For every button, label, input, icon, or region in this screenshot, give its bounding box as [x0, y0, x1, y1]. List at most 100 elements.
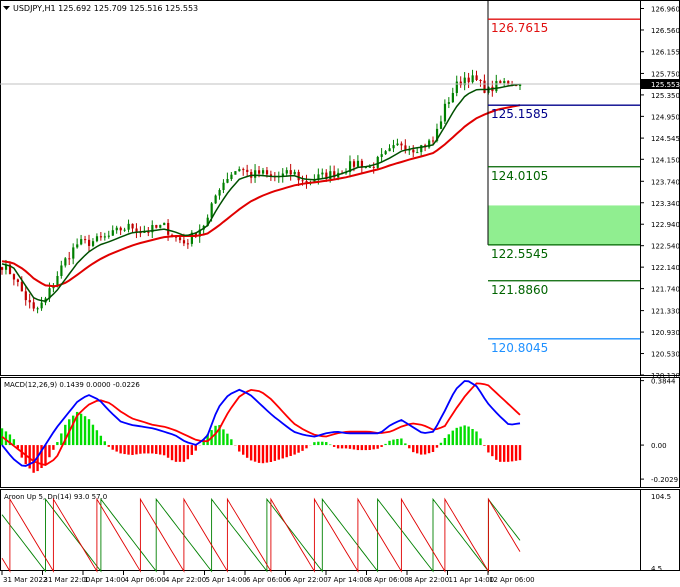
price-axis-label: 124.150 [651, 156, 680, 164]
candle-body [131, 223, 134, 229]
candle-body [178, 237, 182, 241]
candle-body [293, 171, 296, 175]
candle-body [356, 160, 360, 167]
axis-layer: 126.960 126.560 126.155 125.750 125.553 125.3… [1, 6, 680, 584]
time-axis-label: 8 Apr 22:00 [408, 576, 449, 584]
candle-body [8, 264, 12, 275]
candle-body [404, 145, 407, 150]
candle-body [230, 174, 233, 180]
candle-body [451, 92, 454, 103]
aroon-layer [1, 497, 521, 573]
candle-body [151, 225, 154, 233]
fib-zone [488, 205, 640, 245]
aroon-down-line [1, 497, 521, 573]
macd-axis-label: -0.2029 [651, 476, 678, 484]
candle-body [372, 166, 375, 168]
candle-body [459, 81, 462, 86]
candle-body [348, 161, 352, 173]
time-axis-label: 11 Apr 14:00 [449, 576, 495, 584]
candle-body [206, 217, 209, 226]
candle-body [91, 241, 95, 246]
candle-body [194, 232, 197, 237]
candle-body [368, 166, 371, 168]
current-price-tag [641, 79, 679, 90]
macd-layer [0, 380, 522, 473]
candle-body [269, 174, 273, 177]
candle-body [1, 267, 4, 270]
candle-body [412, 149, 415, 153]
candle-body [258, 170, 261, 174]
candle-body [242, 169, 245, 171]
candle-body [143, 231, 146, 233]
price-axis-label: 122.940 [651, 221, 680, 229]
price-axis-label: 123.740 [651, 178, 680, 186]
candle-body [281, 173, 284, 177]
aroon-axis-label: 4.5 [651, 565, 662, 573]
candle-body [16, 279, 20, 282]
candle-body [234, 171, 237, 175]
candle-body [115, 227, 118, 231]
current-price-label: 125.553 [651, 81, 680, 89]
candle-body [64, 258, 67, 266]
candle-body [261, 170, 265, 174]
price-axis-label: 125.350 [651, 92, 680, 100]
price-axis-label: 124.545 [651, 135, 680, 143]
candle-body [408, 149, 411, 151]
candle-body [392, 145, 395, 149]
fib-level-label: 124.0105 [491, 169, 548, 183]
candle-body [289, 170, 292, 175]
candle-body [72, 247, 75, 259]
candle-body [210, 203, 213, 218]
time-axis-label: 4 Apr 06:00 [125, 576, 166, 584]
price-axis-label: 120.530 [651, 351, 680, 359]
time-axis-label: 7 Apr 14:00 [327, 576, 368, 584]
candle-body [76, 244, 79, 248]
candle-body [483, 80, 486, 93]
candle-body [511, 84, 514, 86]
candle-body [56, 275, 59, 286]
main-price-layer: 126.7615 125.1585 124.0105 122.5545 121.8860… [0, 1, 640, 355]
candle-body [467, 77, 470, 83]
time-axis-label: 8 Apr 06:00 [368, 576, 409, 584]
candle-body [4, 264, 8, 270]
candle-body [352, 161, 356, 167]
candle-body [84, 239, 87, 241]
candle-body [107, 235, 110, 237]
ma-slow-line [1, 104, 521, 288]
macd-main-line [1, 380, 521, 467]
candle-body [475, 75, 478, 81]
candle-body [198, 229, 201, 237]
candle-body [127, 223, 130, 230]
fib-level-label: 121.8860 [491, 283, 548, 297]
candle-body [420, 145, 423, 153]
candle-body [48, 288, 51, 299]
fib-level-label: 126.7615 [491, 21, 548, 35]
time-axis-label: 5 Apr 14:00 [206, 576, 247, 584]
candle-body [186, 243, 190, 245]
time-axis-label: 6 Apr 06:00 [246, 576, 287, 584]
candle-body [428, 140, 431, 148]
candle-body [68, 258, 71, 260]
candle-body [218, 189, 221, 196]
candle-body [380, 154, 383, 157]
candle-body [40, 302, 43, 309]
price-axis-label: 120.130 [651, 372, 680, 380]
candle-body [432, 140, 435, 142]
candle-body [376, 156, 379, 168]
candle-body [519, 84, 522, 86]
candle-body [95, 236, 99, 242]
candle-body [479, 80, 482, 82]
candle-body [507, 81, 510, 85]
candle-body [325, 172, 328, 180]
aroon-up-line [1, 497, 521, 573]
menu-triangle-icon[interactable] [3, 6, 10, 10]
fib-level-label: 122.5545 [491, 247, 548, 261]
time-axis-label: 1 Apr 14:00 [84, 576, 125, 584]
candle-body [329, 171, 332, 180]
candle-body [87, 239, 91, 246]
candle-body [301, 180, 304, 182]
candle-body [254, 170, 257, 178]
price-axis-label: 126.960 [651, 6, 680, 14]
candle-body [159, 225, 162, 228]
